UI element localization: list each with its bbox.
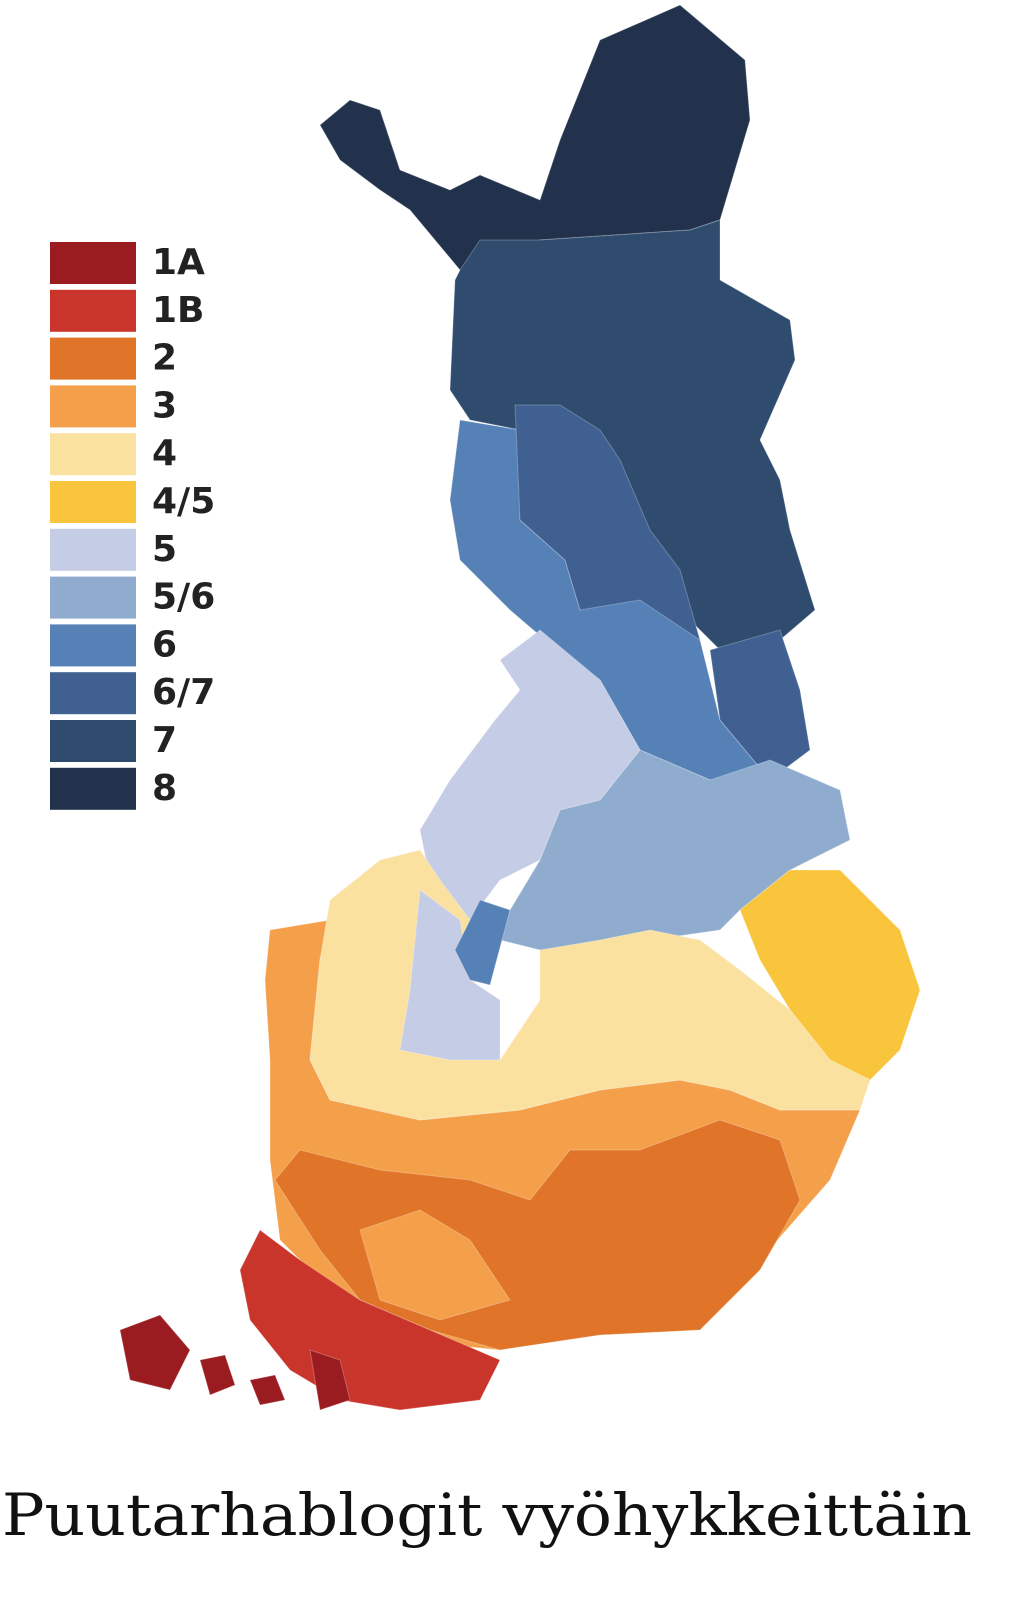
legend-swatch	[50, 433, 136, 476]
region	[709, 629, 811, 781]
legend-label: 5/6	[152, 577, 215, 618]
region	[454, 899, 511, 986]
legend-label: 1B	[152, 290, 205, 331]
legend-swatch	[50, 385, 136, 428]
legend-label: 7	[152, 720, 177, 761]
region	[319, 4, 751, 271]
legend-swatch	[50, 528, 136, 571]
legend: 1A 1B 2 3 4 4/5 5 5/6 6 6/7 7 8	[50, 242, 215, 810]
region	[449, 219, 816, 651]
region	[739, 869, 921, 1081]
map	[119, 4, 921, 1411]
legend-swatch	[50, 672, 136, 715]
legend-label: 3	[152, 385, 177, 426]
legend-swatch	[50, 576, 136, 619]
region	[309, 1349, 351, 1411]
legend-swatch	[50, 289, 136, 332]
legend-swatch	[50, 767, 136, 810]
title: Puutarhablogit vyöhykkeittäin	[2, 1481, 972, 1549]
legend-label: 2	[152, 338, 177, 379]
legend-swatch	[50, 720, 136, 762]
legend-label: 6	[152, 624, 177, 665]
legend-swatch	[50, 337, 136, 380]
region	[514, 404, 701, 642]
legend-label: 5	[152, 529, 177, 570]
legend-swatch	[50, 481, 136, 523]
legend-label: 4	[152, 433, 177, 474]
legend-label: 8	[152, 768, 177, 809]
region	[199, 1354, 236, 1396]
region	[249, 1374, 286, 1406]
region	[119, 1314, 191, 1391]
region	[239, 1229, 501, 1411]
legend-label: 4/5	[152, 481, 215, 522]
legend-swatch	[50, 242, 136, 284]
legend-label: 1A	[152, 242, 205, 283]
legend-swatch	[50, 624, 136, 667]
legend-label: 6/7	[152, 672, 215, 713]
region	[359, 1209, 511, 1321]
